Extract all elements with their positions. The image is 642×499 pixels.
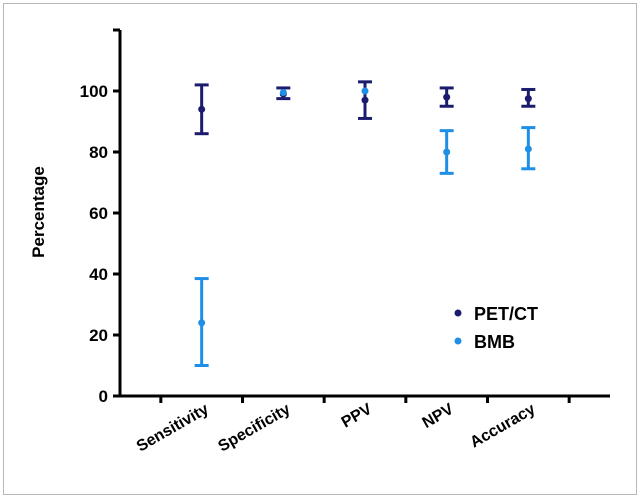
category-label: Specificity [216,401,294,456]
series-layer [194,80,536,367]
figure-frame [3,3,637,495]
data-point [198,319,206,327]
data-point [279,89,287,97]
category-label: NPV [420,401,457,432]
data-point [361,87,369,95]
category-label: Accuracy [467,401,538,452]
data-point [443,93,451,101]
legend: PET/CT BMB [454,304,538,352]
category-label: PPV [339,401,376,432]
data-point [361,96,369,104]
legend-marker [454,309,462,317]
legend-label: BMB [474,332,515,352]
y-axis-title: Percentage [29,166,48,258]
y-tick-label: 80 [89,143,108,162]
y-tick-label: 60 [89,204,108,223]
legend-label: PET/CT [474,304,538,324]
data-point [524,145,532,153]
data-point [198,105,206,113]
category-label: Sensitivity [134,401,212,456]
series-bmb [194,87,536,367]
y-tick-label: 100 [80,82,108,101]
y-tick-label: 0 [99,387,108,406]
y-tick-label: 40 [89,265,108,284]
y-tick-label: 20 [89,326,108,345]
data-point [524,95,532,103]
data-point [443,148,451,156]
x-ticks: Sensitivity Specificity PPV NPV Accuracy [134,396,571,456]
legend-marker [454,337,462,345]
y-ticks: 0 20 40 60 80 100 [80,28,120,406]
